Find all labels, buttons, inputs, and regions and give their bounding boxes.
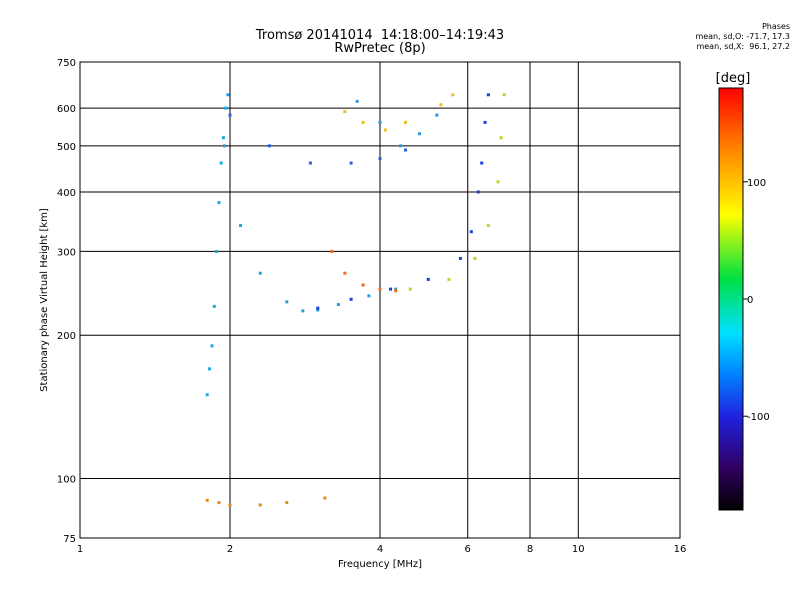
data-point xyxy=(217,501,221,505)
stats-title: Phases xyxy=(761,22,790,31)
data-point xyxy=(486,224,490,228)
colorbar xyxy=(718,87,744,511)
data-point xyxy=(403,120,407,124)
data-point xyxy=(239,224,243,228)
colorbar-unit-label: [deg] xyxy=(716,71,751,86)
chart-title: Tromsø 20141014 14:18:00–14:19:43 xyxy=(255,28,505,43)
data-point xyxy=(361,120,365,124)
data-point xyxy=(217,201,221,205)
colorbar-tick-label: 0 xyxy=(747,295,753,306)
data-point xyxy=(205,498,209,502)
phase-stats: Phases mean, sd,O: -71.7, 17.3 mean, sd,X:… xyxy=(695,22,790,52)
data-point xyxy=(330,249,334,253)
chart-subtitle: RwPretec (8p) xyxy=(334,41,426,56)
y-tick-label: 750 xyxy=(57,58,76,69)
data-point xyxy=(435,113,439,117)
y-tick-label: 75 xyxy=(63,534,76,545)
x-tick-label: 4 xyxy=(377,544,383,555)
stats-o-mode: mean, sd,O: -71.7, 17.3 xyxy=(695,32,790,41)
data-point xyxy=(426,277,430,281)
colorbar-tick-label: -100 xyxy=(747,412,770,423)
y-tick-label: 300 xyxy=(57,247,76,258)
data-point xyxy=(323,496,327,500)
x-tick-label: 1 xyxy=(77,544,83,555)
y-tick-label: 600 xyxy=(57,104,76,115)
data-point xyxy=(480,161,484,165)
data-point xyxy=(308,161,312,165)
data-point xyxy=(226,93,230,97)
x-axis-label: Frequency [MHz] xyxy=(338,559,422,570)
data-point xyxy=(458,256,462,260)
data-point xyxy=(316,308,320,312)
data-point xyxy=(343,271,347,275)
data-point xyxy=(205,393,209,397)
data-point xyxy=(476,190,480,194)
data-point xyxy=(301,309,305,313)
data-point xyxy=(439,103,443,107)
data-point xyxy=(343,110,347,114)
y-tick-label: 100 xyxy=(57,475,76,486)
x-tick-label: 2 xyxy=(227,544,233,555)
colorbar-tick-label: 100 xyxy=(747,178,766,189)
data-point xyxy=(502,93,506,97)
data-point xyxy=(451,93,455,97)
data-point xyxy=(394,289,398,293)
data-point xyxy=(499,136,503,140)
x-tick-label: 16 xyxy=(674,544,687,555)
data-point xyxy=(483,120,487,124)
data-point xyxy=(447,277,451,281)
grid xyxy=(80,62,680,538)
data-point xyxy=(378,157,382,161)
data-point xyxy=(496,180,500,184)
axes: 1 2 4 6 8 10 16 75 100 200 300 400 500 600 750 xyxy=(57,58,686,555)
data-point xyxy=(378,120,382,124)
data-point xyxy=(219,161,223,165)
data-point xyxy=(212,304,216,308)
data-point xyxy=(473,256,477,260)
stats-x-mode: mean, sd,X: 96.1, 27.2 xyxy=(696,42,790,51)
x-tick-label: 8 xyxy=(527,544,533,555)
data-point xyxy=(221,136,225,140)
data-point xyxy=(394,287,398,291)
data-point xyxy=(316,306,320,310)
data-point xyxy=(383,128,387,132)
colorbar-ticks: 100 0 -100 xyxy=(743,178,770,423)
x-tick-label: 10 xyxy=(572,544,585,555)
y-axis-label: Stationary phase Virtual Height [km] xyxy=(39,208,50,392)
data-point xyxy=(399,144,403,148)
data-point xyxy=(389,287,393,291)
data-point xyxy=(361,283,365,287)
data-point xyxy=(258,271,262,275)
data-point xyxy=(285,501,289,505)
data-point xyxy=(469,230,473,234)
data-point xyxy=(417,132,421,136)
data-point xyxy=(228,113,232,117)
data-point xyxy=(355,99,359,103)
data-point xyxy=(285,300,289,304)
data-point xyxy=(349,297,353,301)
data-point xyxy=(208,367,212,371)
data-point xyxy=(367,294,371,298)
data-point xyxy=(267,144,271,148)
data-point xyxy=(486,93,490,97)
data-point xyxy=(408,287,412,291)
y-tick-label: 200 xyxy=(57,331,76,342)
data-point xyxy=(349,161,353,165)
data-point xyxy=(403,148,407,152)
data-point xyxy=(210,344,214,348)
data-point xyxy=(378,287,382,291)
data-point xyxy=(223,144,227,148)
data-points xyxy=(205,93,506,507)
data-point xyxy=(336,303,340,307)
data-point xyxy=(215,249,219,253)
x-tick-label: 6 xyxy=(465,544,471,555)
data-point xyxy=(228,503,232,507)
y-tick-label: 400 xyxy=(57,188,76,199)
data-point xyxy=(224,106,228,110)
data-point xyxy=(258,503,262,507)
y-tick-label: 500 xyxy=(57,142,76,153)
